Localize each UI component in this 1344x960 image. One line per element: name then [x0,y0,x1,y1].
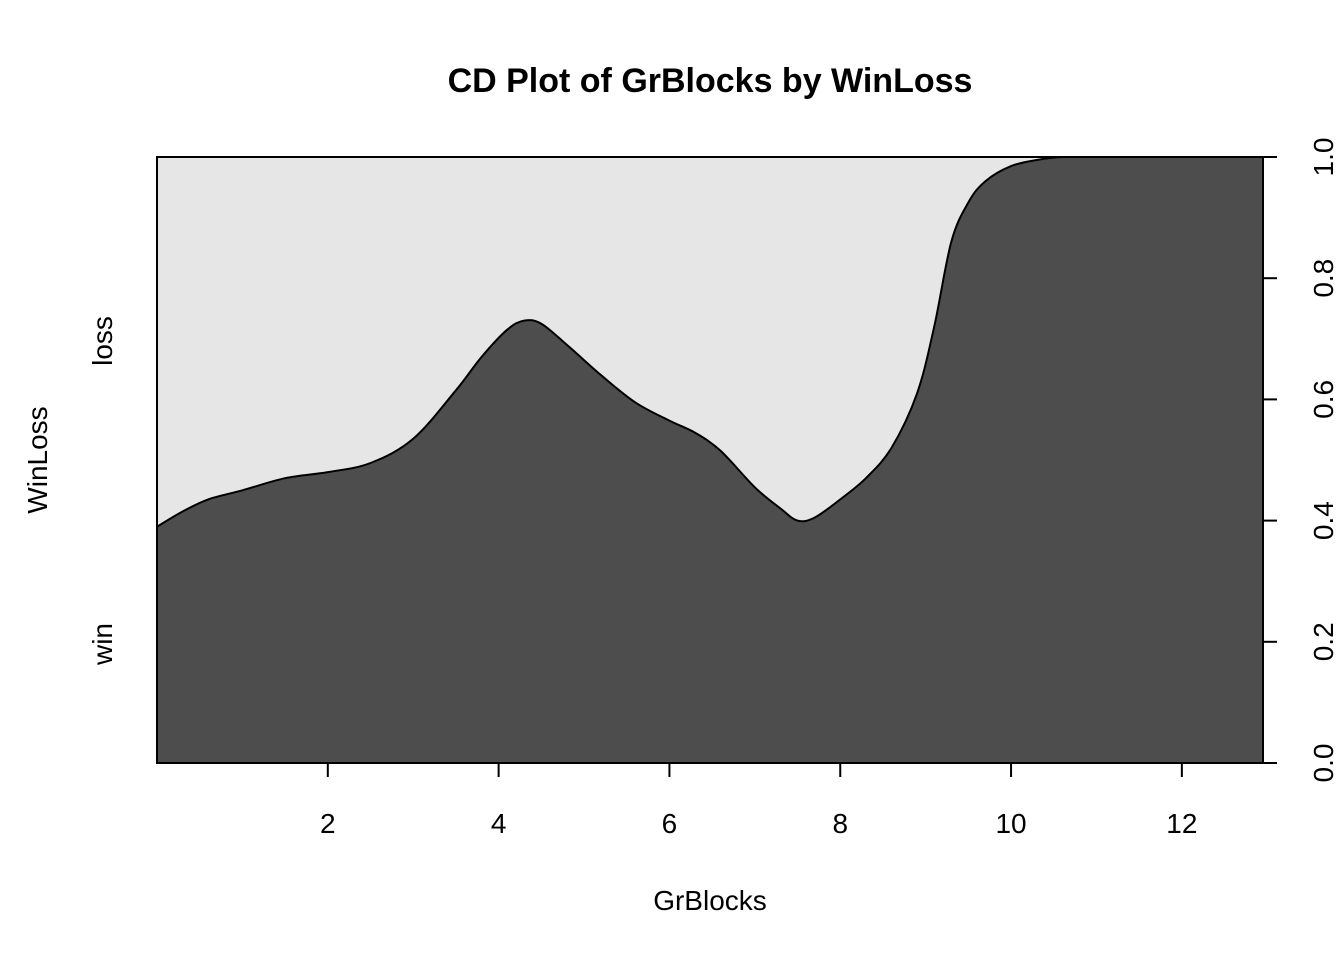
y-tick-label: 0.4 [1308,501,1339,540]
y-tick-label: 0.8 [1308,259,1339,298]
x-tick-label: 12 [1166,808,1197,839]
density-boundary-line [156,155,1263,528]
x-tick-label: 2 [320,808,336,839]
y-tick-label: 0.6 [1308,380,1339,419]
x-tick-label: 6 [662,808,678,839]
plot-frame [156,156,1264,764]
x-tick-label: 8 [832,808,848,839]
x-axis-label: GrBlocks [653,885,767,916]
y-tick-label: 0.2 [1308,622,1339,661]
y-axis-right: 0.0 0.2 0.4 0.6 0.8 1.0 [1263,138,1339,783]
category-label-loss: loss [87,316,118,366]
win-region [157,157,1263,763]
category-label-win: win [87,623,118,666]
y-axis-label: WinLoss [22,406,53,513]
x-tick-label: 10 [995,808,1026,839]
x-tick-label: 4 [491,808,507,839]
x-axis: 2 4 6 8 10 12 [320,763,1197,839]
y-tick-label: 0.0 [1308,744,1339,783]
y-tick-label: 1.0 [1308,138,1339,177]
chart-title: CD Plot of GrBlocks by WinLoss [448,62,973,100]
